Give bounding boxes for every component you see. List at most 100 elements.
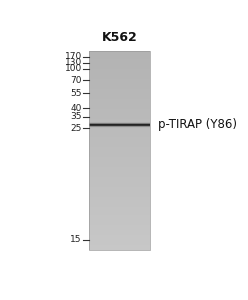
Bar: [89, 146, 150, 147]
Text: 130: 130: [65, 58, 82, 67]
Bar: [89, 184, 150, 185]
Bar: [89, 243, 150, 245]
Bar: [89, 61, 150, 63]
Bar: [89, 172, 150, 173]
Bar: [89, 137, 150, 139]
Bar: [89, 167, 150, 169]
Bar: [89, 111, 150, 112]
Bar: [89, 114, 150, 116]
Text: 40: 40: [71, 103, 82, 112]
Bar: [89, 180, 150, 182]
Text: 170: 170: [65, 52, 82, 61]
Bar: [89, 99, 150, 101]
Bar: [89, 79, 150, 81]
Bar: [89, 76, 150, 77]
Bar: [89, 195, 150, 197]
Bar: [89, 230, 150, 232]
Bar: [89, 96, 150, 98]
Bar: [89, 203, 150, 205]
Text: 15: 15: [70, 235, 82, 244]
Bar: [89, 68, 150, 69]
Bar: [89, 232, 150, 233]
Bar: [89, 165, 150, 167]
Text: 70: 70: [70, 76, 82, 85]
Bar: [89, 149, 150, 150]
Text: p-TIRAP (Y86): p-TIRAP (Y86): [158, 118, 237, 131]
Text: 35: 35: [70, 112, 82, 121]
Bar: [89, 125, 150, 127]
Bar: [89, 127, 150, 129]
Bar: [89, 208, 150, 210]
Bar: [89, 217, 150, 218]
Bar: [89, 69, 150, 71]
Bar: [89, 246, 150, 248]
Bar: [89, 238, 150, 240]
Bar: [89, 53, 150, 54]
Bar: [89, 147, 150, 149]
Bar: [89, 77, 150, 79]
Bar: [89, 140, 150, 142]
Bar: [89, 104, 150, 106]
Bar: [89, 233, 150, 235]
Bar: [89, 182, 150, 184]
Bar: [89, 71, 150, 73]
Bar: [89, 51, 150, 250]
Bar: [89, 92, 150, 94]
Bar: [89, 226, 150, 228]
Bar: [89, 205, 150, 207]
Bar: [89, 185, 150, 187]
Bar: [89, 221, 150, 223]
Bar: [89, 84, 150, 86]
Bar: [89, 178, 150, 180]
Bar: [89, 144, 150, 146]
Bar: [89, 162, 150, 164]
Bar: [89, 170, 150, 172]
Bar: [89, 121, 150, 122]
Bar: [89, 130, 150, 132]
Bar: [89, 175, 150, 177]
Bar: [89, 119, 150, 121]
Bar: [89, 117, 150, 119]
Bar: [89, 112, 150, 114]
Bar: [89, 91, 150, 92]
Bar: [89, 139, 150, 140]
Bar: [89, 160, 150, 162]
Bar: [89, 220, 150, 221]
Bar: [89, 101, 150, 102]
Bar: [89, 134, 150, 135]
Bar: [89, 210, 150, 212]
Bar: [89, 212, 150, 213]
Bar: [89, 73, 150, 74]
Bar: [89, 66, 150, 68]
Text: 55: 55: [70, 89, 82, 98]
Bar: [89, 245, 150, 246]
Bar: [89, 82, 150, 84]
Bar: [89, 225, 150, 226]
Bar: [89, 192, 150, 194]
Bar: [89, 190, 150, 192]
Bar: [89, 157, 150, 159]
Bar: [89, 74, 150, 76]
Bar: [89, 154, 150, 155]
Bar: [89, 142, 150, 144]
Bar: [89, 58, 150, 59]
Bar: [89, 122, 150, 124]
Bar: [89, 223, 150, 225]
Bar: [89, 164, 150, 165]
Bar: [89, 242, 150, 243]
Bar: [89, 159, 150, 160]
Bar: [89, 152, 150, 154]
Bar: [89, 235, 150, 236]
Bar: [89, 109, 150, 111]
Text: 100: 100: [65, 64, 82, 73]
Bar: [89, 150, 150, 152]
Bar: [89, 213, 150, 215]
Bar: [89, 129, 150, 130]
Bar: [89, 107, 150, 109]
Bar: [89, 124, 150, 125]
Bar: [89, 51, 150, 53]
Text: K562: K562: [101, 31, 137, 44]
Bar: [89, 207, 150, 208]
Bar: [89, 202, 150, 203]
Bar: [89, 98, 150, 99]
